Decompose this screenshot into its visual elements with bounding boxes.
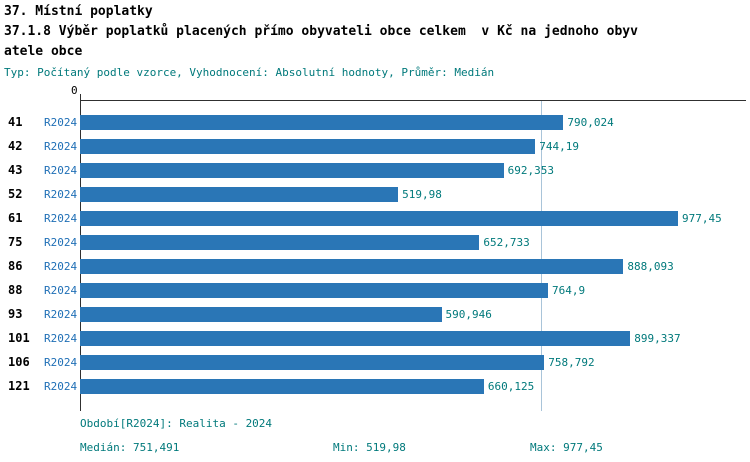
bar-row: 101 R2024 899,337: [0, 326, 750, 350]
bar-row: 86 R2024 888,093: [0, 254, 750, 278]
row-period-label: R2024: [44, 115, 78, 129]
footer-min-label: Min: 519,98: [333, 441, 406, 454]
x-axis-zero-label: 0: [71, 84, 78, 97]
row-category-label: 42: [8, 139, 23, 153]
bar-track: 519,98: [80, 182, 442, 206]
bar-value-label: 977,45: [682, 211, 722, 225]
bar-value-label: 590,946: [445, 307, 492, 321]
bar: [80, 210, 678, 226]
bar: [80, 282, 548, 298]
bar: [80, 330, 631, 346]
bar-row: 42 R2024 744,19: [0, 134, 750, 158]
row-period-label: R2024: [44, 163, 78, 177]
bar-value-label: 652,733: [483, 235, 530, 249]
row-period-label: R2024: [44, 307, 78, 321]
row-category-label: 93: [8, 307, 23, 321]
bar-row: 43 R2024 692,353: [0, 158, 750, 182]
bar-value-label: 519,98: [402, 187, 442, 201]
bar-row: 88 R2024 764,9: [0, 278, 750, 302]
bar: [80, 114, 564, 130]
bar-row: 61 R2024 977,45: [0, 206, 750, 230]
footer-max-label: Max: 977,45: [530, 441, 603, 454]
bar: [80, 378, 484, 394]
row-category-label: 75: [8, 235, 23, 249]
row-category-label: 43: [8, 163, 23, 177]
bar: [80, 138, 536, 154]
bar-track: 758,792: [80, 350, 595, 374]
bar-track: 652,733: [80, 230, 530, 254]
plot-area: [80, 100, 746, 411]
bar-row: 106 R2024 758,792: [0, 350, 750, 374]
median-line: [540, 101, 542, 411]
row-period-label: R2024: [44, 211, 78, 225]
bar-value-label: 899,337: [634, 331, 681, 345]
bar-track: 590,946: [80, 302, 492, 326]
footer-median-label: Medián: 751,491: [80, 441, 180, 454]
bar-row: 52 R2024 519,98: [0, 182, 750, 206]
bar-row: 75 R2024 652,733: [0, 230, 750, 254]
bar-track: 899,337: [80, 326, 681, 350]
row-category-label: 101: [8, 331, 30, 345]
bar: [80, 354, 545, 370]
row-category-label: 41: [8, 115, 23, 129]
bar-track: 888,093: [80, 254, 674, 278]
row-period-label: R2024: [44, 139, 78, 153]
x-axis-tick: [80, 94, 81, 100]
bar-track: 790,024: [80, 110, 614, 134]
row-period-label: R2024: [44, 331, 78, 345]
bar: [80, 306, 442, 322]
row-category-label: 88: [8, 283, 23, 297]
bar-value-label: 764,9: [551, 283, 586, 297]
row-category-label: 86: [8, 259, 23, 273]
row-period-label: R2024: [44, 235, 78, 249]
bar-value-label: 888,093: [627, 259, 674, 273]
bar-track: 660,125: [80, 374, 534, 398]
row-period-label: R2024: [44, 187, 78, 201]
row-category-label: 106: [8, 355, 30, 369]
bar-row: 121 R2024 660,125: [0, 374, 750, 398]
bar: [80, 258, 624, 274]
row-period-label: R2024: [44, 355, 78, 369]
bar-track: 764,9: [80, 278, 585, 302]
bar-row: 41 R2024 790,024: [0, 110, 750, 134]
bar: [80, 162, 504, 178]
bar-track: 744,19: [80, 134, 579, 158]
page-title: 37. Místní poplatky: [4, 4, 153, 19]
chart-subtitle-line2: atele obce: [4, 44, 83, 59]
bar-value-label: 790,024: [567, 115, 614, 129]
bar: [80, 234, 480, 250]
bar-value-label: 660,125: [487, 379, 535, 393]
row-category-label: 52: [8, 187, 23, 201]
bar-row: 93 R2024 590,946: [0, 302, 750, 326]
chart-subtitle-line1: 37.1.8 Výběr poplatků placených přímo ob…: [4, 24, 638, 39]
row-category-label: 61: [8, 211, 23, 225]
row-category-label: 121: [8, 379, 30, 393]
bar-track: 977,45: [80, 206, 722, 230]
chart-meta-line: Typ: Počítaný podle vzorce, Vyhodnocení:…: [4, 66, 495, 79]
bar-value-label: 758,792: [548, 355, 595, 369]
bar-value-label: 692,353: [507, 163, 554, 177]
footer-period-line: Období[R2024]: Realita - 2024: [80, 417, 273, 430]
row-period-label: R2024: [44, 379, 78, 393]
bar-track: 692,353: [80, 158, 554, 182]
bar-rows: 41 R2024 790,024 42 R2024 744,19 43 R202…: [0, 110, 750, 398]
bar: [80, 186, 399, 202]
bar-value-label: 744,19: [539, 139, 580, 153]
row-period-label: R2024: [44, 283, 78, 297]
row-period-label: R2024: [44, 259, 78, 273]
